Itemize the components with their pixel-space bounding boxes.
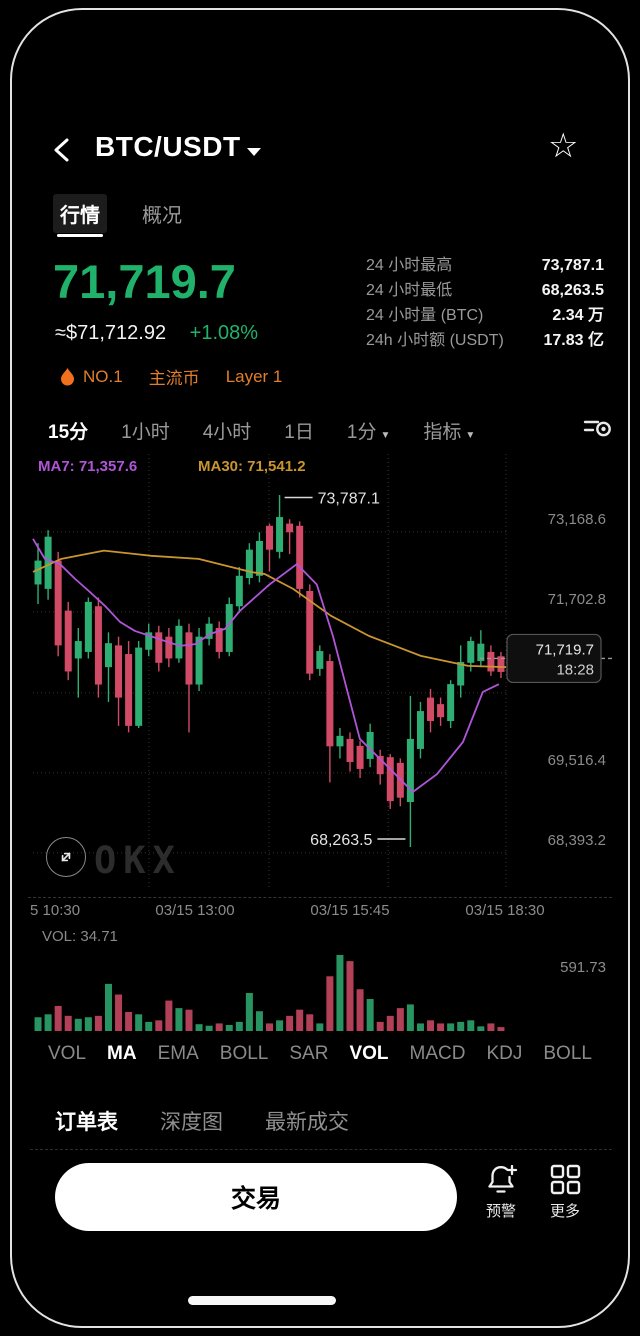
badge-1[interactable]: 主流币 <box>148 369 200 388</box>
svg-text:MA30: 71,541.2: MA30: 71,541.2 <box>198 458 306 475</box>
stat-value-2: 2.34 万 <box>552 307 604 324</box>
badge-row: NO.1 主流币 Layer 1 <box>60 364 282 389</box>
expand-arrows-icon <box>61 852 71 862</box>
expand-chart-button[interactable] <box>46 837 86 877</box>
svg-text:68,393.2: 68,393.2 <box>548 832 606 849</box>
timeframe-4小时[interactable]: 4小时 <box>202 421 252 443</box>
page-tabs: 行情 概况 <box>53 194 189 237</box>
last-price: 71,719.7 <box>53 255 236 308</box>
alert-label: 预警 <box>485 1203 516 1220</box>
more-action[interactable]: 更多 <box>536 1163 594 1221</box>
order-section-tabs: 订单表 深度图 最新成交 <box>55 1106 349 1136</box>
price-sub-row: ≈$71,712.92 +1.08% <box>55 322 258 345</box>
indicator-tab-EMA-2[interactable]: EMA <box>157 1043 199 1064</box>
stat-value-0: 73,787.1 <box>541 257 604 274</box>
badge-2[interactable]: Layer 1 <box>225 366 283 386</box>
chart-x-axis: 5 10:30 03/15 13:00 03/15 15:45 03/15 18:30 <box>28 897 612 920</box>
bottom-tab-深度图[interactable]: 深度图 <box>160 1111 223 1134</box>
alert-action[interactable]: 预警 <box>472 1163 530 1221</box>
grid-icon <box>550 1164 581 1195</box>
caret-down-icon: ▼ <box>465 429 476 441</box>
stat-label-3: 24h 小时额 (USDT) <box>366 332 504 349</box>
svg-text:71,719.7: 71,719.7 <box>536 641 594 658</box>
indicator-tab-BOLL-8[interactable]: BOLL <box>543 1043 592 1064</box>
indicator-tab-VOL-5[interactable]: VOL <box>349 1043 389 1064</box>
fiat-price: ≈$71,712.92 <box>55 322 167 344</box>
indicator-tabs: VOL MA EMA BOLL SAR VOL MACD KDJ BOLL <box>30 1043 610 1065</box>
svg-text:591.73: 591.73 <box>560 959 606 976</box>
svg-text:68,263.5: 68,263.5 <box>310 832 372 849</box>
timeframe-1日[interactable]: 1日 <box>284 421 314 443</box>
volume-chart[interactable]: VOL: 34.71 591.73 <box>28 922 612 1038</box>
timeframe-1小时[interactable]: 1小时 <box>121 421 170 443</box>
chart-settings-icon[interactable] <box>582 414 612 446</box>
bottom-tab-最新成交[interactable]: 最新成交 <box>265 1111 349 1134</box>
svg-text:71,702.8: 71,702.8 <box>548 591 606 608</box>
timeframe-1分[interactable]: 1分 ▼ <box>346 421 391 443</box>
svg-text:69,516.4: 69,516.4 <box>548 752 606 769</box>
caret-down-icon: ▼ <box>380 429 391 441</box>
stat-value-1: 68,263.5 <box>541 282 604 299</box>
price-change: +1.08% <box>189 322 259 344</box>
home-indicator[interactable] <box>188 1296 336 1305</box>
timeframe-指标[interactable]: 指标 ▼ <box>423 421 476 443</box>
page-tab-概况[interactable]: 概况 <box>142 205 182 227</box>
timeframe-row: 15分 1小时 4小时 1日 1分 ▼ 指标 ▼ <box>48 414 612 446</box>
stat-value-3: 17.83 亿 <box>543 332 605 349</box>
indicator-tab-MA-1[interactable]: MA <box>107 1043 137 1064</box>
timeframe-15分[interactable]: 15分 <box>48 421 89 443</box>
candlestick-chart[interactable]: MA7: 71,357.6 MA30: 71,541.2 73,168.6 71,70… <box>28 452 612 892</box>
pair-dropdown-caret-icon[interactable] <box>246 147 262 157</box>
indicator-tab-BOLL-3[interactable]: BOLL <box>219 1043 269 1064</box>
more-label: 更多 <box>549 1203 580 1220</box>
bottom-tab-订单表[interactable]: 订单表 <box>55 1111 118 1134</box>
stat-label-0: 24 小时最高 <box>366 257 453 274</box>
svg-text:VOL: 34.71: VOL: 34.71 <box>42 928 118 945</box>
svg-text:73,787.1: 73,787.1 <box>318 491 380 508</box>
favorite-star-icon[interactable]: ☆ <box>548 127 579 165</box>
indicator-tab-KDJ-7[interactable]: KDJ <box>486 1043 523 1064</box>
stats-list: 24 小时最高 73,787.1 24 小时最低 68,263.5 24 小时量 (BT… <box>366 256 604 351</box>
svg-text:MA7: 71,357.6: MA7: 71,357.6 <box>38 458 137 475</box>
stat-label-1: 24 小时最低 <box>366 282 453 299</box>
flame-icon <box>61 368 74 386</box>
badge-0[interactable]: NO.1 <box>83 366 123 386</box>
stat-label-2: 24 小时量 (BTC) <box>366 307 484 324</box>
section-divider <box>30 1149 612 1150</box>
trade-button[interactable]: 交易 <box>55 1163 457 1231</box>
pair-title[interactable]: BTC/USDT <box>95 131 241 162</box>
x-axis-label: 03/15 18:30 <box>465 902 545 919</box>
indicator-tab-VOL-0[interactable]: VOL <box>48 1043 87 1064</box>
back-icon[interactable] <box>50 137 76 163</box>
x-axis-label: 03/15 15:45 <box>310 902 390 919</box>
okx-watermark: OKX <box>94 839 182 882</box>
page-tab-行情[interactable]: 行情 <box>53 194 107 237</box>
x-axis-label: 03/15 13:00 <box>155 902 235 919</box>
bell-plus-icon <box>488 1164 518 1193</box>
svg-text:73,168.6: 73,168.6 <box>548 511 606 528</box>
indicator-tab-MACD-6[interactable]: MACD <box>409 1043 466 1064</box>
x-axis-label: 5 10:30 <box>30 902 81 919</box>
svg-text:18:28: 18:28 <box>556 661 594 678</box>
indicator-tab-SAR-4[interactable]: SAR <box>289 1043 329 1064</box>
